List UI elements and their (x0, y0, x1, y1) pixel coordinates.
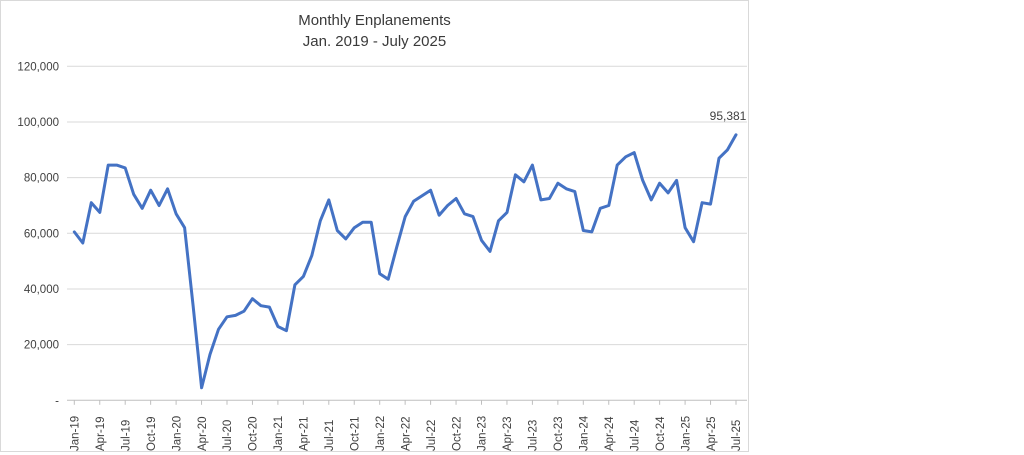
y-tick-label: - (55, 395, 59, 407)
x-tick-label: Oct-19 (146, 416, 158, 451)
chart-subtitle: Jan. 2019 - July 2025 (302, 33, 447, 50)
x-tick-label: Jan-22 (375, 416, 387, 451)
x-tick-label: Apr-24 (604, 416, 616, 451)
y-tick-label: 20,000 (24, 340, 59, 352)
y-tick-label: 120,000 (17, 61, 59, 73)
last-point-data-label: 95,381 (710, 109, 747, 123)
x-tick-label: Apr-19 (95, 416, 107, 451)
x-tick-label: Oct-23 (553, 416, 565, 451)
y-tick-label: 60,000 (24, 228, 59, 240)
x-tick-label: Apr-25 (706, 416, 718, 451)
x-tick-label: Jan-20 (171, 416, 183, 451)
plot-area: - 20,000 40,000 60,000 80,000 100,000 120,000 J… (17, 61, 747, 451)
x-tick-label: Jan-23 (477, 416, 489, 451)
x-tick-label: Jul-22 (426, 420, 438, 451)
x-tick-label: Jul-19 (120, 420, 132, 451)
y-tick-label: 100,000 (17, 117, 59, 129)
x-tick-label: Jan-24 (579, 415, 591, 451)
chart-title-block: Monthly Enplanements Jan. 2019 - July 20… (1, 10, 748, 52)
x-tick-label: Oct-21 (349, 416, 361, 451)
x-tick-label: Jul-24 (629, 419, 641, 451)
x-tick-label: Jul-25 (731, 420, 743, 451)
x-tick-label: Oct-20 (248, 416, 260, 451)
y-tick-label: 80,000 (24, 173, 59, 185)
y-tick-label: 40,000 (24, 284, 59, 296)
x-tick-label: Apr-20 (197, 416, 209, 451)
x-tick-label: Apr-23 (502, 416, 514, 451)
x-tick-label: Jul-20 (222, 420, 234, 451)
chart: - 20,000 40,000 60,000 80,000 100,000 120,000 J… (0, 0, 749, 452)
x-tick-label: Apr-22 (400, 416, 412, 451)
x-tick-label: Jul-23 (528, 420, 540, 451)
x-tick-label: Jul-21 (324, 420, 336, 451)
x-tick-label: Apr-21 (299, 416, 311, 451)
chart-title: Monthly Enplanements (298, 12, 451, 29)
x-tick-label: Jan-25 (680, 416, 692, 451)
x-tick-label: Jan-19 (70, 416, 82, 451)
x-tick-label: Oct-24 (655, 416, 667, 451)
enplanements-series-line (72, 133, 738, 390)
x-tick-label: Oct-22 (451, 416, 463, 451)
x-tick-label: Jan-21 (273, 416, 285, 451)
